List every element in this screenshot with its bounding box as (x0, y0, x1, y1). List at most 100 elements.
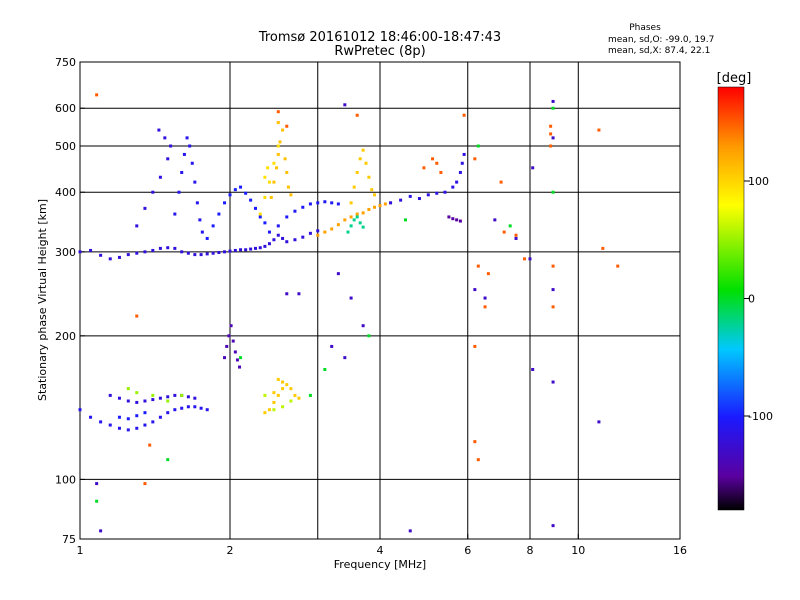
data-point (551, 305, 555, 309)
data-point (336, 202, 340, 206)
data-point (258, 215, 262, 219)
data-point (383, 202, 387, 206)
data-point (182, 152, 186, 156)
data-point (190, 161, 194, 165)
data-point (272, 408, 276, 412)
data-point (173, 393, 177, 397)
data-point (361, 324, 365, 328)
data-point (166, 246, 170, 250)
data-point (355, 113, 359, 117)
data-point (417, 197, 421, 201)
data-point (95, 482, 99, 486)
data-point (177, 190, 181, 194)
x-tick-label: 8 (527, 544, 534, 557)
data-point (263, 221, 267, 225)
data-point (126, 387, 130, 391)
colorbar (717, 86, 745, 511)
data-point (166, 399, 170, 403)
data-point (78, 250, 82, 254)
data-point (286, 185, 290, 189)
data-point (476, 458, 480, 462)
data-point (549, 144, 553, 148)
data-point (460, 161, 464, 165)
data-point (289, 399, 293, 403)
data-point (514, 236, 518, 240)
data-point (263, 411, 267, 415)
phase-info-o: mean, sd,O: -99.0, 19.7 (608, 35, 714, 45)
data-point (316, 229, 320, 233)
data-point (267, 408, 271, 412)
data-point (358, 221, 362, 225)
data-point (276, 121, 280, 125)
data-point (473, 157, 477, 161)
data-point (531, 166, 535, 170)
data-point (143, 250, 147, 254)
data-point (276, 110, 280, 114)
data-point (551, 136, 555, 140)
data-point (195, 201, 199, 205)
data-point (370, 188, 374, 192)
data-point (272, 238, 276, 242)
data-point (258, 246, 262, 250)
data-point (126, 417, 130, 421)
y-tick-label: 75 (62, 533, 76, 546)
data-point (285, 383, 289, 387)
data-point (267, 230, 271, 234)
y-tick-label: 300 (55, 246, 76, 259)
y-tick-label: 400 (55, 186, 76, 199)
data-point (616, 264, 620, 268)
data-point (355, 170, 359, 174)
data-point (278, 140, 282, 144)
y-tick-label: 500 (55, 140, 76, 153)
data-point (228, 193, 232, 197)
data-point (217, 212, 221, 216)
data-point (244, 248, 248, 252)
y-tick-label: 600 (55, 102, 76, 115)
data-point (426, 193, 430, 197)
data-point (367, 175, 371, 179)
data-point (158, 175, 162, 179)
data-point (297, 396, 301, 400)
colorbar-label: [deg] (717, 71, 752, 86)
data-point (180, 406, 184, 410)
data-point (551, 380, 555, 384)
data-point (205, 236, 209, 240)
data-point (239, 185, 243, 189)
data-point (455, 180, 459, 184)
data-point (367, 207, 371, 211)
data-point (135, 314, 139, 318)
data-point (143, 411, 147, 415)
data-point (95, 93, 99, 97)
data-point (148, 443, 152, 447)
data-point (301, 205, 305, 209)
data-point (223, 201, 227, 205)
data-point (89, 415, 93, 419)
data-point (551, 264, 555, 268)
data-point (323, 367, 327, 371)
data-point (361, 148, 365, 152)
data-point (597, 128, 601, 132)
data-point (158, 415, 162, 419)
data-point (597, 420, 601, 424)
data-point (486, 272, 490, 276)
data-point (223, 356, 227, 360)
data-point (276, 377, 280, 381)
data-point (173, 212, 177, 216)
x-axis-label: Frequency [MHz] (334, 558, 426, 571)
data-point (458, 170, 462, 174)
data-point (308, 202, 312, 206)
data-point (126, 253, 130, 257)
data-point (211, 251, 215, 255)
data-point (117, 415, 121, 419)
data-point (551, 106, 555, 110)
data-point (403, 218, 407, 222)
data-point (188, 144, 192, 148)
data-point (549, 132, 553, 136)
data-point (249, 198, 253, 202)
data-point (343, 356, 347, 360)
data-point (276, 224, 280, 228)
data-point (528, 257, 532, 261)
data-point (275, 166, 279, 170)
data-point (269, 195, 273, 199)
